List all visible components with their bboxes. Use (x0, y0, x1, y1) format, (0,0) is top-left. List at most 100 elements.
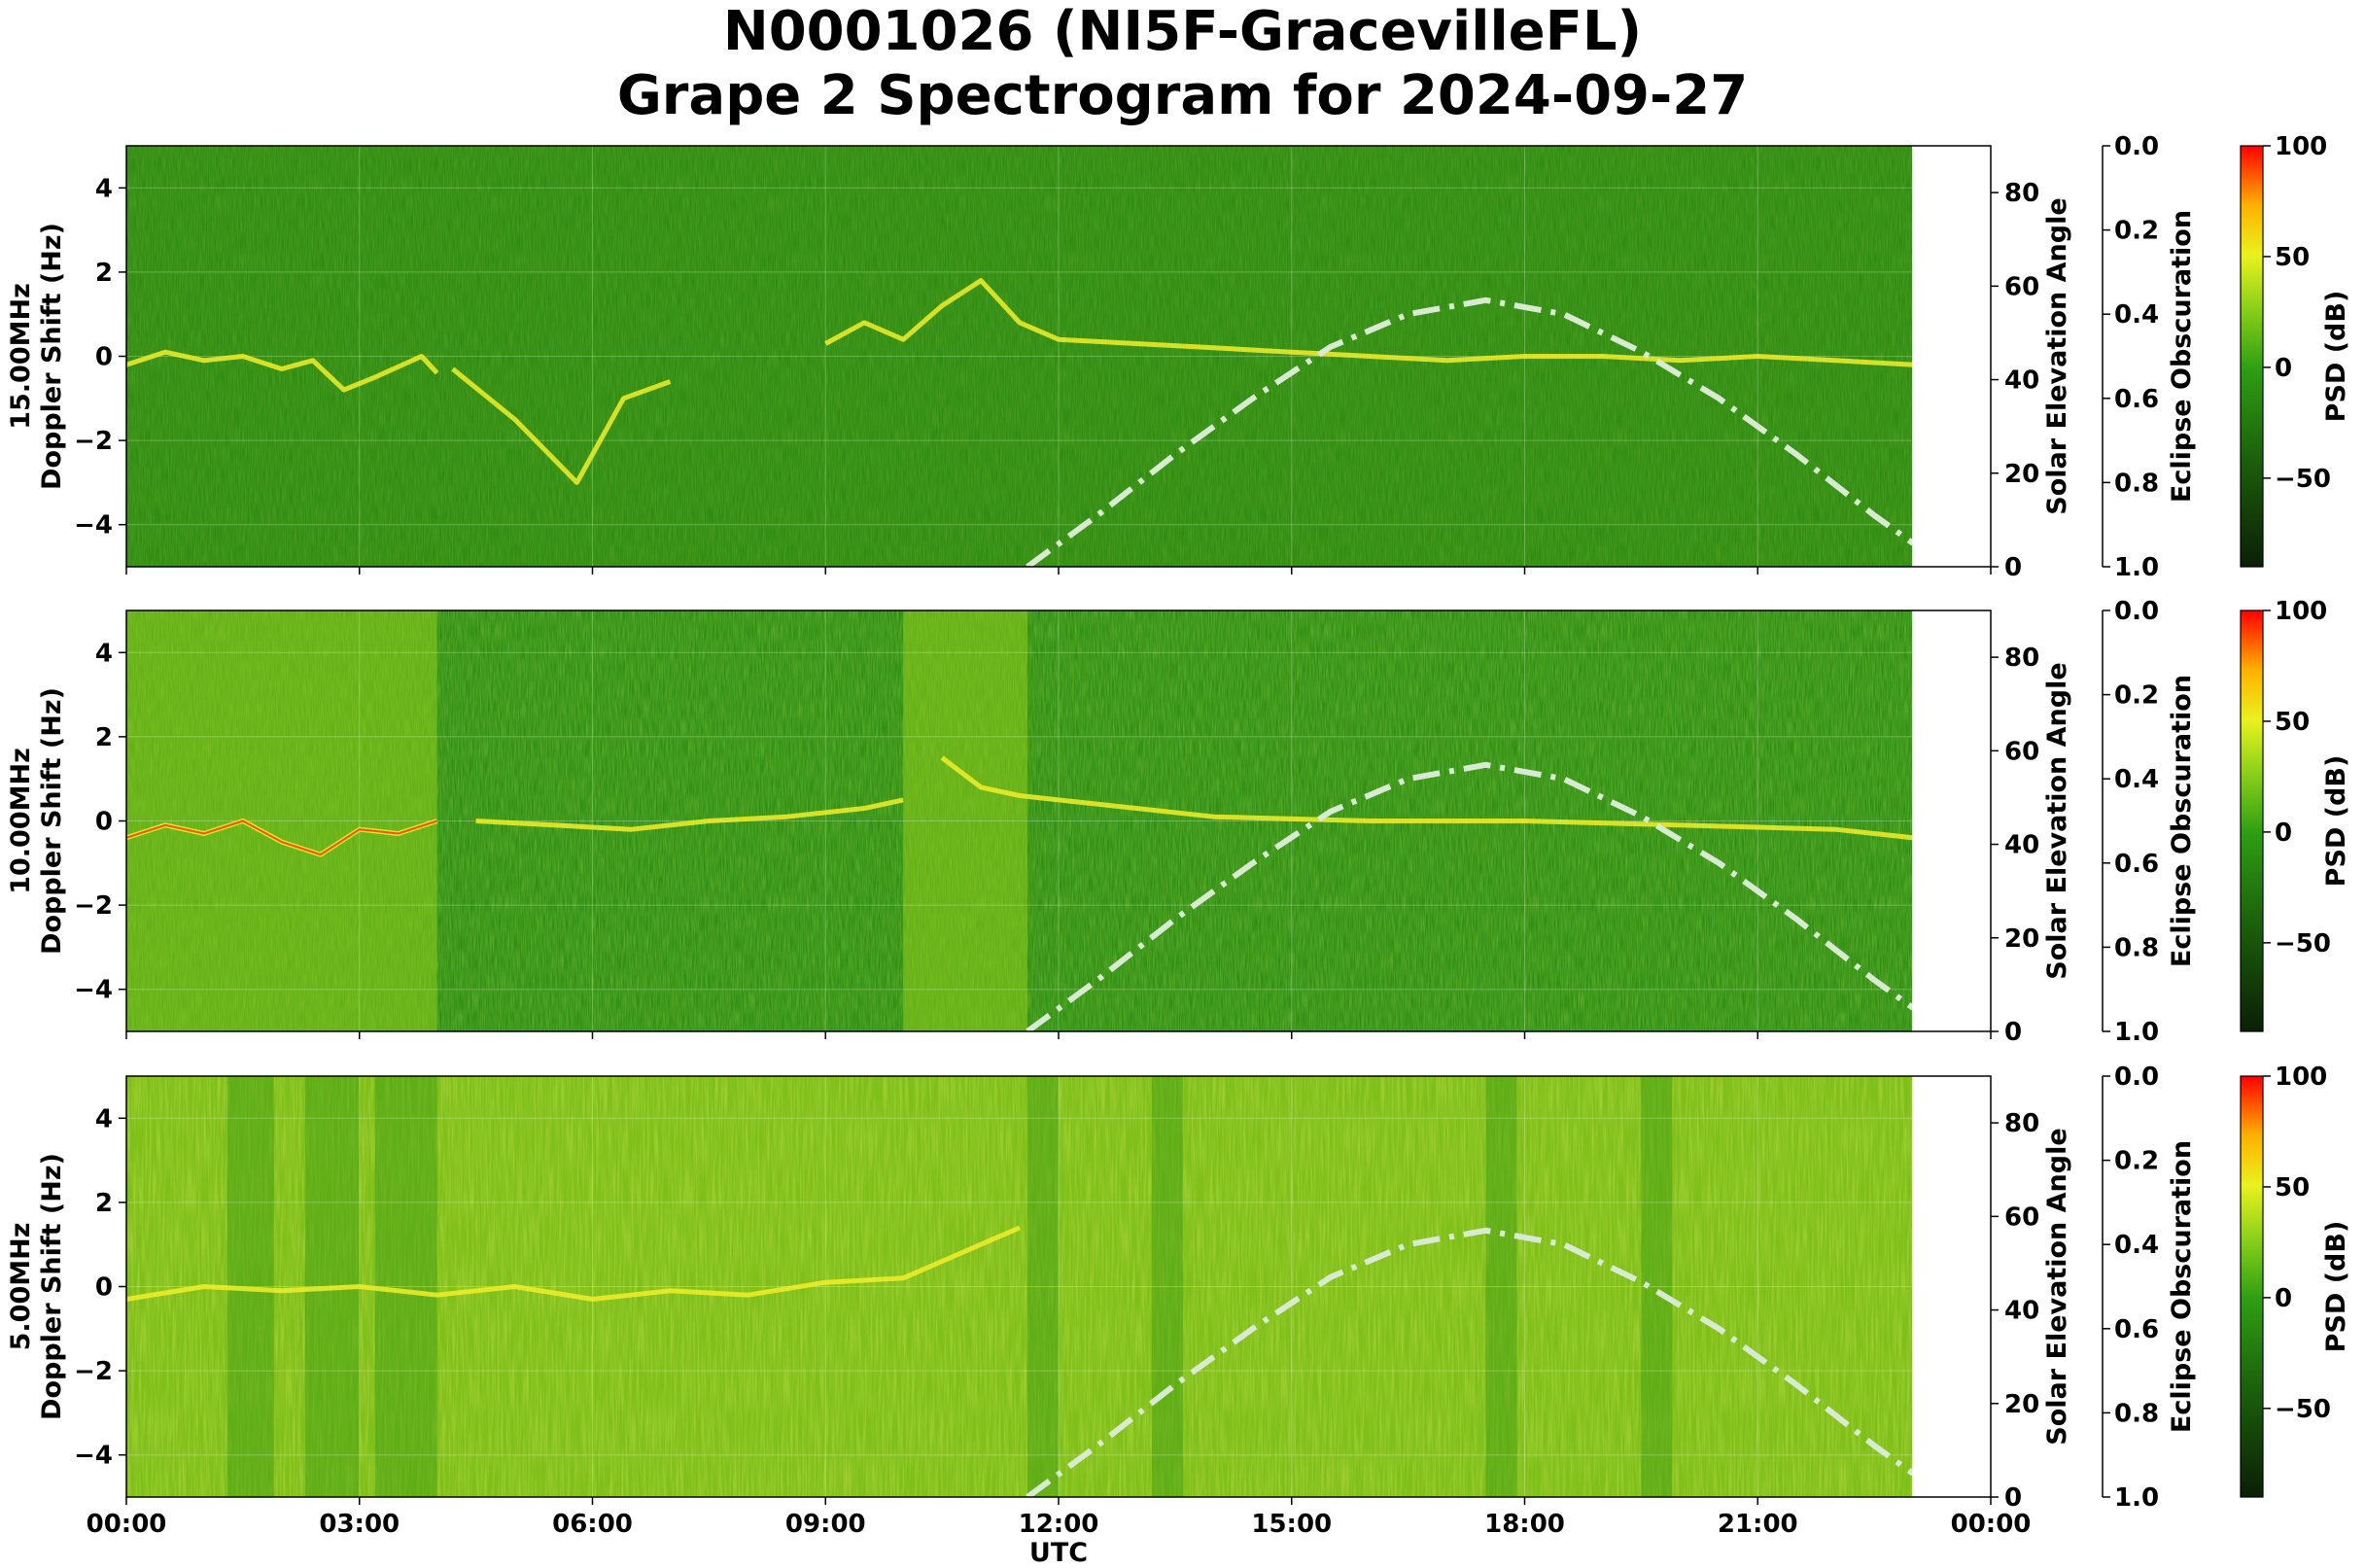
right-tick-label: 0 (2004, 1018, 2022, 1047)
eclipse-tick-label: 0.6 (2114, 385, 2159, 414)
noise-block-1 (903, 610, 1028, 1031)
doppler-trace (475, 797, 904, 832)
psd-colorbar (2240, 610, 2264, 1032)
x-tick-label: 06:00 (552, 1510, 633, 1539)
eclipse-tick-label: 0.4 (2114, 765, 2159, 794)
right-tick-label: 80 (2004, 644, 2039, 673)
psd-colorbar (2240, 1075, 2264, 1498)
panel-2: 420−2−45.00MHz Doppler Shift (Hz)80604020… (6, 1063, 2351, 1568)
doppler-trace (126, 349, 439, 393)
colorbar-label: PSD (dB) (2321, 755, 2351, 888)
colorbar-tick-label: 100 (2275, 597, 2327, 626)
right-tick-label: 80 (2004, 179, 2039, 208)
frequency-label: 15.00MHz (6, 283, 36, 430)
x-tick-label: 21:00 (1718, 1510, 1798, 1539)
y-tick-label: 0 (95, 343, 113, 372)
y-tick-label: −2 (74, 427, 113, 456)
y-tick-label: −2 (74, 1357, 113, 1386)
eclipse-tick-label: 0.4 (2114, 300, 2159, 330)
y-tick-label: −2 (74, 891, 113, 921)
eclipse-tick-label: 1.0 (2114, 1018, 2159, 1047)
colorbar-label: PSD (dB) (2321, 291, 2351, 423)
solar-elevation-curve (1026, 1227, 1912, 1497)
y-tick-label: 0 (95, 808, 113, 837)
colorbar-tick-label: −50 (2275, 929, 2331, 958)
right-tick-label: 20 (2004, 460, 2039, 489)
eclipse-axis-label: Eclipse Obscuration (2167, 1140, 2197, 1433)
dark-band-3 (1027, 1076, 1059, 1497)
y-tick-label: −4 (74, 1442, 113, 1471)
eclipse-axis-label: Eclipse Obscuration (2167, 210, 2197, 503)
eclipse-tick-label: 0.0 (2114, 597, 2159, 626)
doppler-trace-hot (126, 819, 438, 856)
right-tick-label: 0 (2004, 1483, 2022, 1513)
y-tick-label: 4 (95, 174, 113, 203)
colorbar-tick-label: −50 (2275, 465, 2331, 494)
eclipse-tick-label: 0.2 (2114, 681, 2159, 711)
y-tick-label: −4 (74, 511, 113, 540)
eclipse-tick-label: 0.0 (2114, 1063, 2159, 1092)
spectrogram-noise (126, 1076, 1912, 1497)
colorbar-tick-label: 50 (2275, 1173, 2310, 1202)
doppler-trace (940, 755, 1912, 841)
right-tick-label: 40 (2004, 1297, 2039, 1326)
solar-elevation-axis-label: Solar Elevation Angle (2042, 662, 2072, 979)
panel-0: 420−2−415.00MHz Doppler Shift (Hz)8060402… (6, 132, 2351, 582)
noise-block-0 (126, 610, 437, 1031)
colorbar-tick-label: 100 (2275, 1063, 2327, 1092)
x-axis-label: UTC (1029, 1538, 1088, 1568)
spectrogram-area (126, 146, 1912, 567)
colorbar-tick-label: 100 (2275, 132, 2327, 161)
psd-colorbar (2240, 145, 2264, 568)
x-tick-label: 18:00 (1484, 1510, 1565, 1539)
x-tick-label: 09:00 (785, 1510, 866, 1539)
right-tick-label: 0 (2004, 553, 2022, 582)
x-tick-label: 03:00 (319, 1510, 400, 1539)
right-tick-label: 40 (2004, 831, 2039, 860)
dark-band-4 (1151, 1076, 1183, 1497)
x-tick-label: 00:00 (87, 1510, 167, 1539)
y-tick-label: 2 (95, 723, 113, 752)
eclipse-tick-label: 1.0 (2114, 553, 2159, 582)
eclipse-tick-label: 0.0 (2114, 132, 2159, 161)
eclipse-tick-label: 0.6 (2114, 850, 2159, 879)
doppler-trace (824, 278, 1912, 367)
eclipse-tick-label: 0.4 (2114, 1231, 2159, 1260)
solar-elevation-axis-label: Solar Elevation Angle (2042, 1128, 2072, 1445)
dark-band-2 (374, 1076, 437, 1497)
spectrogram-area (126, 610, 1912, 1031)
solar-elevation-axis-label: Solar Elevation Angle (2042, 197, 2072, 514)
frequency-label: 10.00MHz (6, 748, 36, 894)
colorbar-tick-label: −50 (2275, 1395, 2331, 1424)
x-tick-label: 12:00 (1019, 1510, 1099, 1539)
x-tick-label: 00:00 (1951, 1510, 2032, 1539)
colorbar-tick-label: 50 (2275, 243, 2310, 272)
colorbar-label: PSD (dB) (2321, 1221, 2351, 1353)
doppler-trace (126, 1225, 1021, 1302)
frequency-label: 5.00MHz (6, 1223, 36, 1351)
y-tick-label: −4 (74, 976, 113, 1005)
y-tick-label: 2 (95, 1189, 113, 1218)
y-axis-label: Doppler Shift (Hz) (37, 1153, 67, 1420)
right-tick-label: 40 (2004, 366, 2039, 396)
doppler-trace (451, 366, 672, 485)
right-tick-label: 60 (2004, 1202, 2039, 1232)
eclipse-tick-label: 0.8 (2114, 1399, 2159, 1428)
y-tick-label: 0 (95, 1273, 113, 1303)
eclipse-tick-label: 0.2 (2114, 1147, 2159, 1176)
right-tick-label: 60 (2004, 272, 2039, 301)
dark-band-5 (1485, 1076, 1517, 1497)
colorbar-tick-label: 0 (2275, 819, 2292, 848)
y-axis-label: Doppler Shift (Hz) (37, 687, 67, 955)
eclipse-tick-label: 0.2 (2114, 217, 2159, 246)
solar-elevation-curve (1026, 296, 1912, 567)
eclipse-tick-label: 1.0 (2114, 1483, 2159, 1513)
chart-title-line2: Grape 2 Spectrogram for 2024-09-27 (616, 64, 1749, 127)
y-tick-label: 4 (95, 639, 113, 668)
eclipse-tick-label: 0.8 (2114, 933, 2159, 962)
chart-title-line1: N0001026 (NI5F-GracevilleFL) (722, 0, 1643, 63)
solar-elevation-curve (1026, 761, 1912, 1031)
eclipse-tick-label: 0.8 (2114, 469, 2159, 498)
colorbar-tick-label: 0 (2275, 1284, 2292, 1313)
